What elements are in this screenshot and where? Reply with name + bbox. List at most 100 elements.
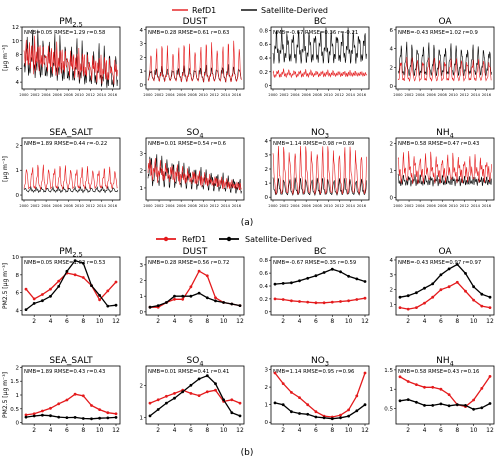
plot-frame [395,365,495,425]
panel-stats: NMB=0.05 RMSE=1.02 r=0.53 [24,260,105,266]
y-tick-label: 4 [16,309,20,315]
legend-bottom-refd1-label: RefD1 [182,235,206,244]
series-satellite-point [281,282,285,285]
series-satellite-line [399,263,491,298]
series-refd1-point [165,394,168,398]
x-tick-label: 10 [470,427,478,434]
series-refd1-point [339,413,342,417]
series-refd1-point [431,385,435,389]
series-satellite-point [415,291,418,295]
series-satellite-point [106,416,110,420]
y-tick-label: 4 [140,28,144,34]
x-tick-label: 12 [486,318,494,325]
series-refd1-point [398,375,402,379]
x-tick-label: 2010 [75,93,85,97]
series-satellite-point [415,400,418,404]
y-tick-label: 1.5 [384,368,393,374]
x-tick-label: 2014 [346,204,356,208]
legend-bottom-sat-label: Satellite-Derived [245,235,312,244]
y-tick-label: 2 [390,141,394,147]
x-tick-label: 12 [361,427,369,434]
y-tick-label: 2 [140,169,144,175]
x-tick-label: 2 [406,318,410,325]
panel-title: NO3 [311,356,329,368]
series-satellite-point [314,415,318,419]
series-refd1-point [98,298,101,302]
x-tick-label: 2006 [177,204,187,208]
series-refd1-point [273,371,277,375]
legend-bottom: RefD1 Satellite-Derived [156,235,312,244]
series-refd1-point [205,390,209,394]
series-satellite-point [32,302,36,305]
x-tick-label: 2010 [449,93,459,97]
panel-title: PM2.5 [59,247,83,259]
series-refd1-point [431,295,435,299]
plot-frame [21,26,121,90]
series-refd1-point [156,398,160,402]
x-tick-label: 2004 [416,204,426,208]
series-refd1-point [439,387,443,391]
y-tick-label: 0.5 [384,407,393,413]
panel-stats: NMB=1.89 RMSE=0.44 r=-0.22 [24,141,107,147]
series-refd1-line [147,40,242,84]
series-refd1-point [306,403,310,407]
series-satellite-point [439,273,443,277]
series-refd1-point [41,293,44,296]
x-tick-label: 6 [65,427,69,434]
x-tick-label: 2006 [427,204,437,208]
x-tick-label: 2000 [19,93,29,97]
x-tick-label: 2004 [166,204,176,208]
series-refd1-point [330,300,334,304]
series-refd1-point [197,269,201,273]
series-satellite-point [406,398,410,401]
y-tick-label: 2 [140,383,144,389]
x-tick-label: 4 [423,427,427,434]
series-refd1-line [25,272,117,301]
y-tick-label: 8 [16,53,20,59]
x-tick-label: 2000 [393,204,403,208]
x-tick-label: 2004 [416,93,426,97]
x-tick-label: 2012 [86,93,95,97]
series-satellite-point [298,279,301,283]
y-tick-label: 2 [390,288,394,294]
series-satellite-point [41,413,44,417]
series-satellite-point [165,301,168,304]
series-satellite-point [322,416,326,420]
x-tick-label: 2 [406,427,410,434]
x-tick-label: 2016 [108,204,118,208]
x-tick-label: 2010 [199,204,209,208]
x-tick-label: 2002 [279,204,288,208]
series-refd1-line [23,164,118,191]
series-refd1-point [398,306,402,309]
legend-top-refd1-label: RefD1 [192,6,216,15]
x-tick-label: 8 [205,318,209,325]
series-satellite-point [214,382,217,386]
panel-stats: NMB=-0.43 RMSE=1.02 r=0.9 [398,30,478,36]
y-tick-label: 12 [12,25,19,31]
x-tick-label: 2016 [482,93,492,97]
x-tick-label: 2 [281,318,285,325]
series-refd1-point [181,297,185,301]
y-tick-label: 2 [16,365,20,371]
series-satellite-point [431,404,435,407]
series-satellite-point [347,274,350,278]
y-tick-label: 2 [140,279,144,285]
series-satellite-line [274,402,366,420]
y-tick-label: 0 [390,84,394,90]
y-tick-label: 2 [265,167,269,173]
y-tick-label: 4 [390,258,394,264]
series-satellite-point [423,286,426,290]
series-satellite-point [330,417,334,421]
y-tick-label: 0.4 [259,56,268,62]
series-satellite-point [472,407,475,411]
y-tick-label: 4 [265,139,269,145]
series-refd1-point [173,297,176,301]
x-tick-label: 2008 [188,204,198,208]
plot-frame [395,256,495,316]
series-refd1-point [290,391,293,394]
x-tick-label: 12 [112,427,120,434]
series-satellite-line [25,414,117,420]
series-satellite-point [222,301,226,304]
series-refd1-point [488,306,492,309]
